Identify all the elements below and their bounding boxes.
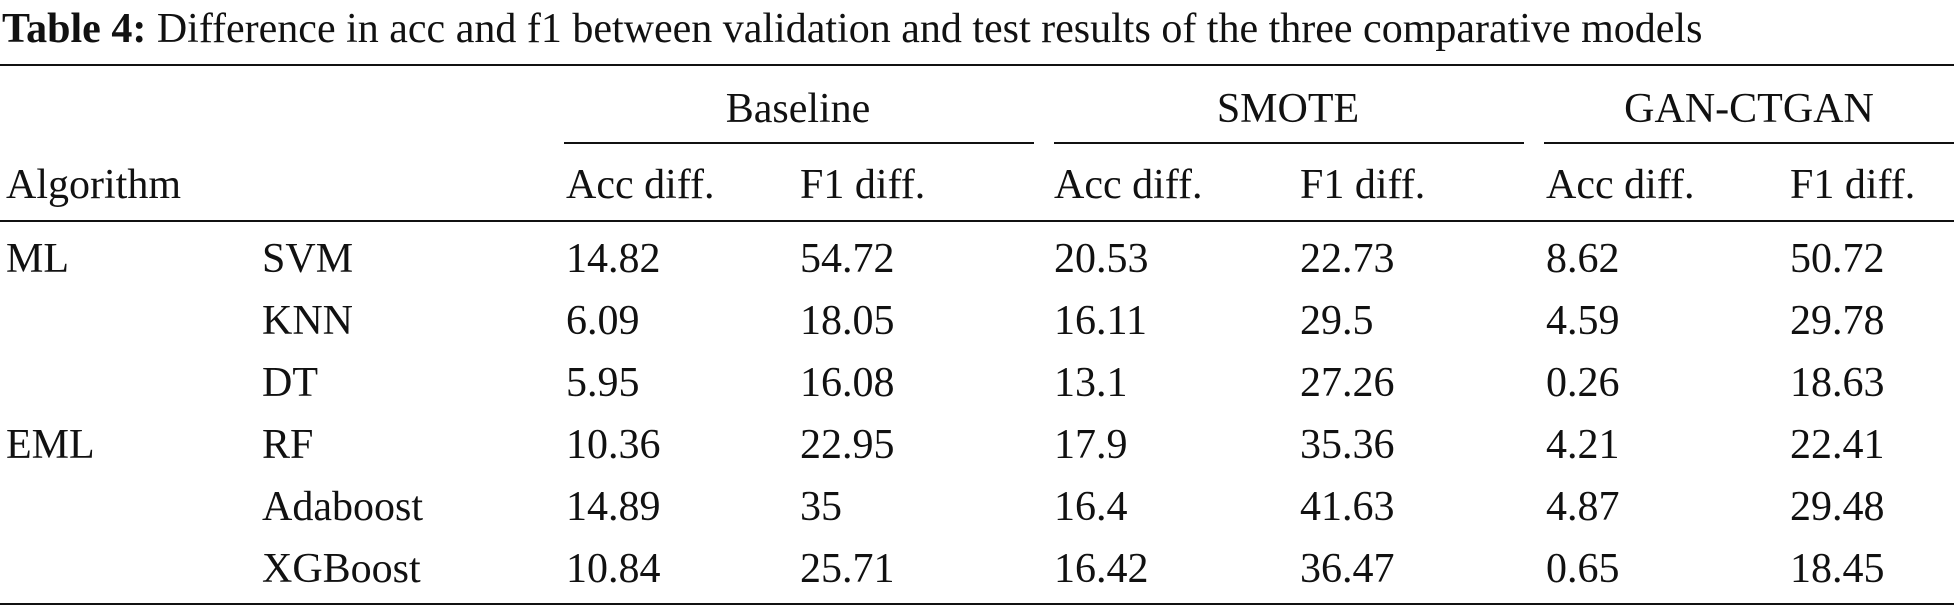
group-rule-gan-ctgan bbox=[1544, 142, 1954, 144]
cell-baseline-acc: 10.36 bbox=[566, 422, 661, 468]
row-model: Adaboost bbox=[262, 484, 423, 530]
cell-gan-ctgan-f1: 18.63 bbox=[1790, 360, 1885, 406]
group-rule-smote bbox=[1054, 142, 1524, 144]
cell-gan-ctgan-f1: 50.72 bbox=[1790, 236, 1885, 282]
cell-gan-ctgan-acc: 4.87 bbox=[1546, 484, 1620, 530]
top-rule bbox=[0, 64, 1954, 66]
header-smote-acc: Acc diff. bbox=[1054, 162, 1203, 208]
header-smote-f1: F1 diff. bbox=[1300, 162, 1426, 208]
cell-gan-ctgan-acc: 0.65 bbox=[1546, 546, 1620, 592]
cell-gan-ctgan-acc: 0.26 bbox=[1546, 360, 1620, 406]
cell-smote-f1: 22.73 bbox=[1300, 236, 1395, 282]
cell-smote-f1: 27.26 bbox=[1300, 360, 1395, 406]
group-header-gan-ctgan: GAN-CTGAN bbox=[1624, 86, 1874, 132]
cell-baseline-f1: 54.72 bbox=[800, 236, 895, 282]
cell-baseline-acc: 6.09 bbox=[566, 298, 640, 344]
cell-smote-acc: 13.1 bbox=[1054, 360, 1128, 406]
cell-smote-acc: 16.4 bbox=[1054, 484, 1128, 530]
cell-smote-f1: 41.63 bbox=[1300, 484, 1395, 530]
cell-gan-ctgan-f1: 18.45 bbox=[1790, 546, 1885, 592]
cell-baseline-acc: 10.84 bbox=[566, 546, 661, 592]
cell-gan-ctgan-f1: 22.41 bbox=[1790, 422, 1885, 468]
header-baseline-acc: Acc diff. bbox=[566, 162, 715, 208]
header-gan-ctgan-acc: Acc diff. bbox=[1546, 162, 1695, 208]
cell-smote-acc: 16.42 bbox=[1054, 546, 1149, 592]
row-model: RF bbox=[262, 422, 314, 468]
table-caption: Table 4: Difference in acc and f1 betwee… bbox=[2, 4, 1702, 54]
cell-baseline-f1: 35 bbox=[800, 484, 842, 530]
cell-baseline-acc: 14.89 bbox=[566, 484, 661, 530]
caption-text: Difference in acc and f1 between validat… bbox=[146, 6, 1703, 52]
cell-smote-f1: 36.47 bbox=[1300, 546, 1395, 592]
cell-baseline-f1: 25.71 bbox=[800, 546, 895, 592]
cell-baseline-acc: 5.95 bbox=[566, 360, 640, 406]
group-header-smote: SMOTE bbox=[1216, 86, 1360, 132]
cell-gan-ctgan-f1: 29.78 bbox=[1790, 298, 1885, 344]
cell-gan-ctgan-f1: 29.48 bbox=[1790, 484, 1885, 530]
row-model: SVM bbox=[262, 236, 354, 282]
cell-gan-ctgan-acc: 8.62 bbox=[1546, 236, 1620, 282]
bottom-rule bbox=[0, 603, 1954, 605]
cell-smote-f1: 35.36 bbox=[1300, 422, 1395, 468]
cell-baseline-acc: 14.82 bbox=[566, 236, 661, 282]
row-category: EML bbox=[6, 422, 95, 468]
cell-smote-f1: 29.5 bbox=[1300, 298, 1374, 344]
cell-smote-acc: 16.11 bbox=[1054, 298, 1147, 344]
row-model: DT bbox=[262, 360, 318, 406]
cell-smote-acc: 20.53 bbox=[1054, 236, 1149, 282]
row-model: KNN bbox=[262, 298, 353, 344]
cell-baseline-f1: 18.05 bbox=[800, 298, 895, 344]
header-rule bbox=[0, 220, 1954, 222]
row-category: ML bbox=[6, 236, 69, 282]
cell-gan-ctgan-acc: 4.59 bbox=[1546, 298, 1620, 344]
cell-gan-ctgan-acc: 4.21 bbox=[1546, 422, 1620, 468]
row-model: XGBoost bbox=[262, 546, 421, 592]
cell-baseline-f1: 22.95 bbox=[800, 422, 895, 468]
group-header-baseline: Baseline bbox=[725, 86, 871, 132]
header-baseline-f1: F1 diff. bbox=[800, 162, 926, 208]
caption-label: Table 4: bbox=[2, 6, 147, 52]
cell-baseline-f1: 16.08 bbox=[800, 360, 895, 406]
cell-smote-acc: 17.9 bbox=[1054, 422, 1128, 468]
header-algorithm: Algorithm bbox=[6, 162, 181, 208]
group-rule-baseline bbox=[564, 142, 1034, 144]
header-gan-ctgan-f1: F1 diff. bbox=[1790, 162, 1916, 208]
